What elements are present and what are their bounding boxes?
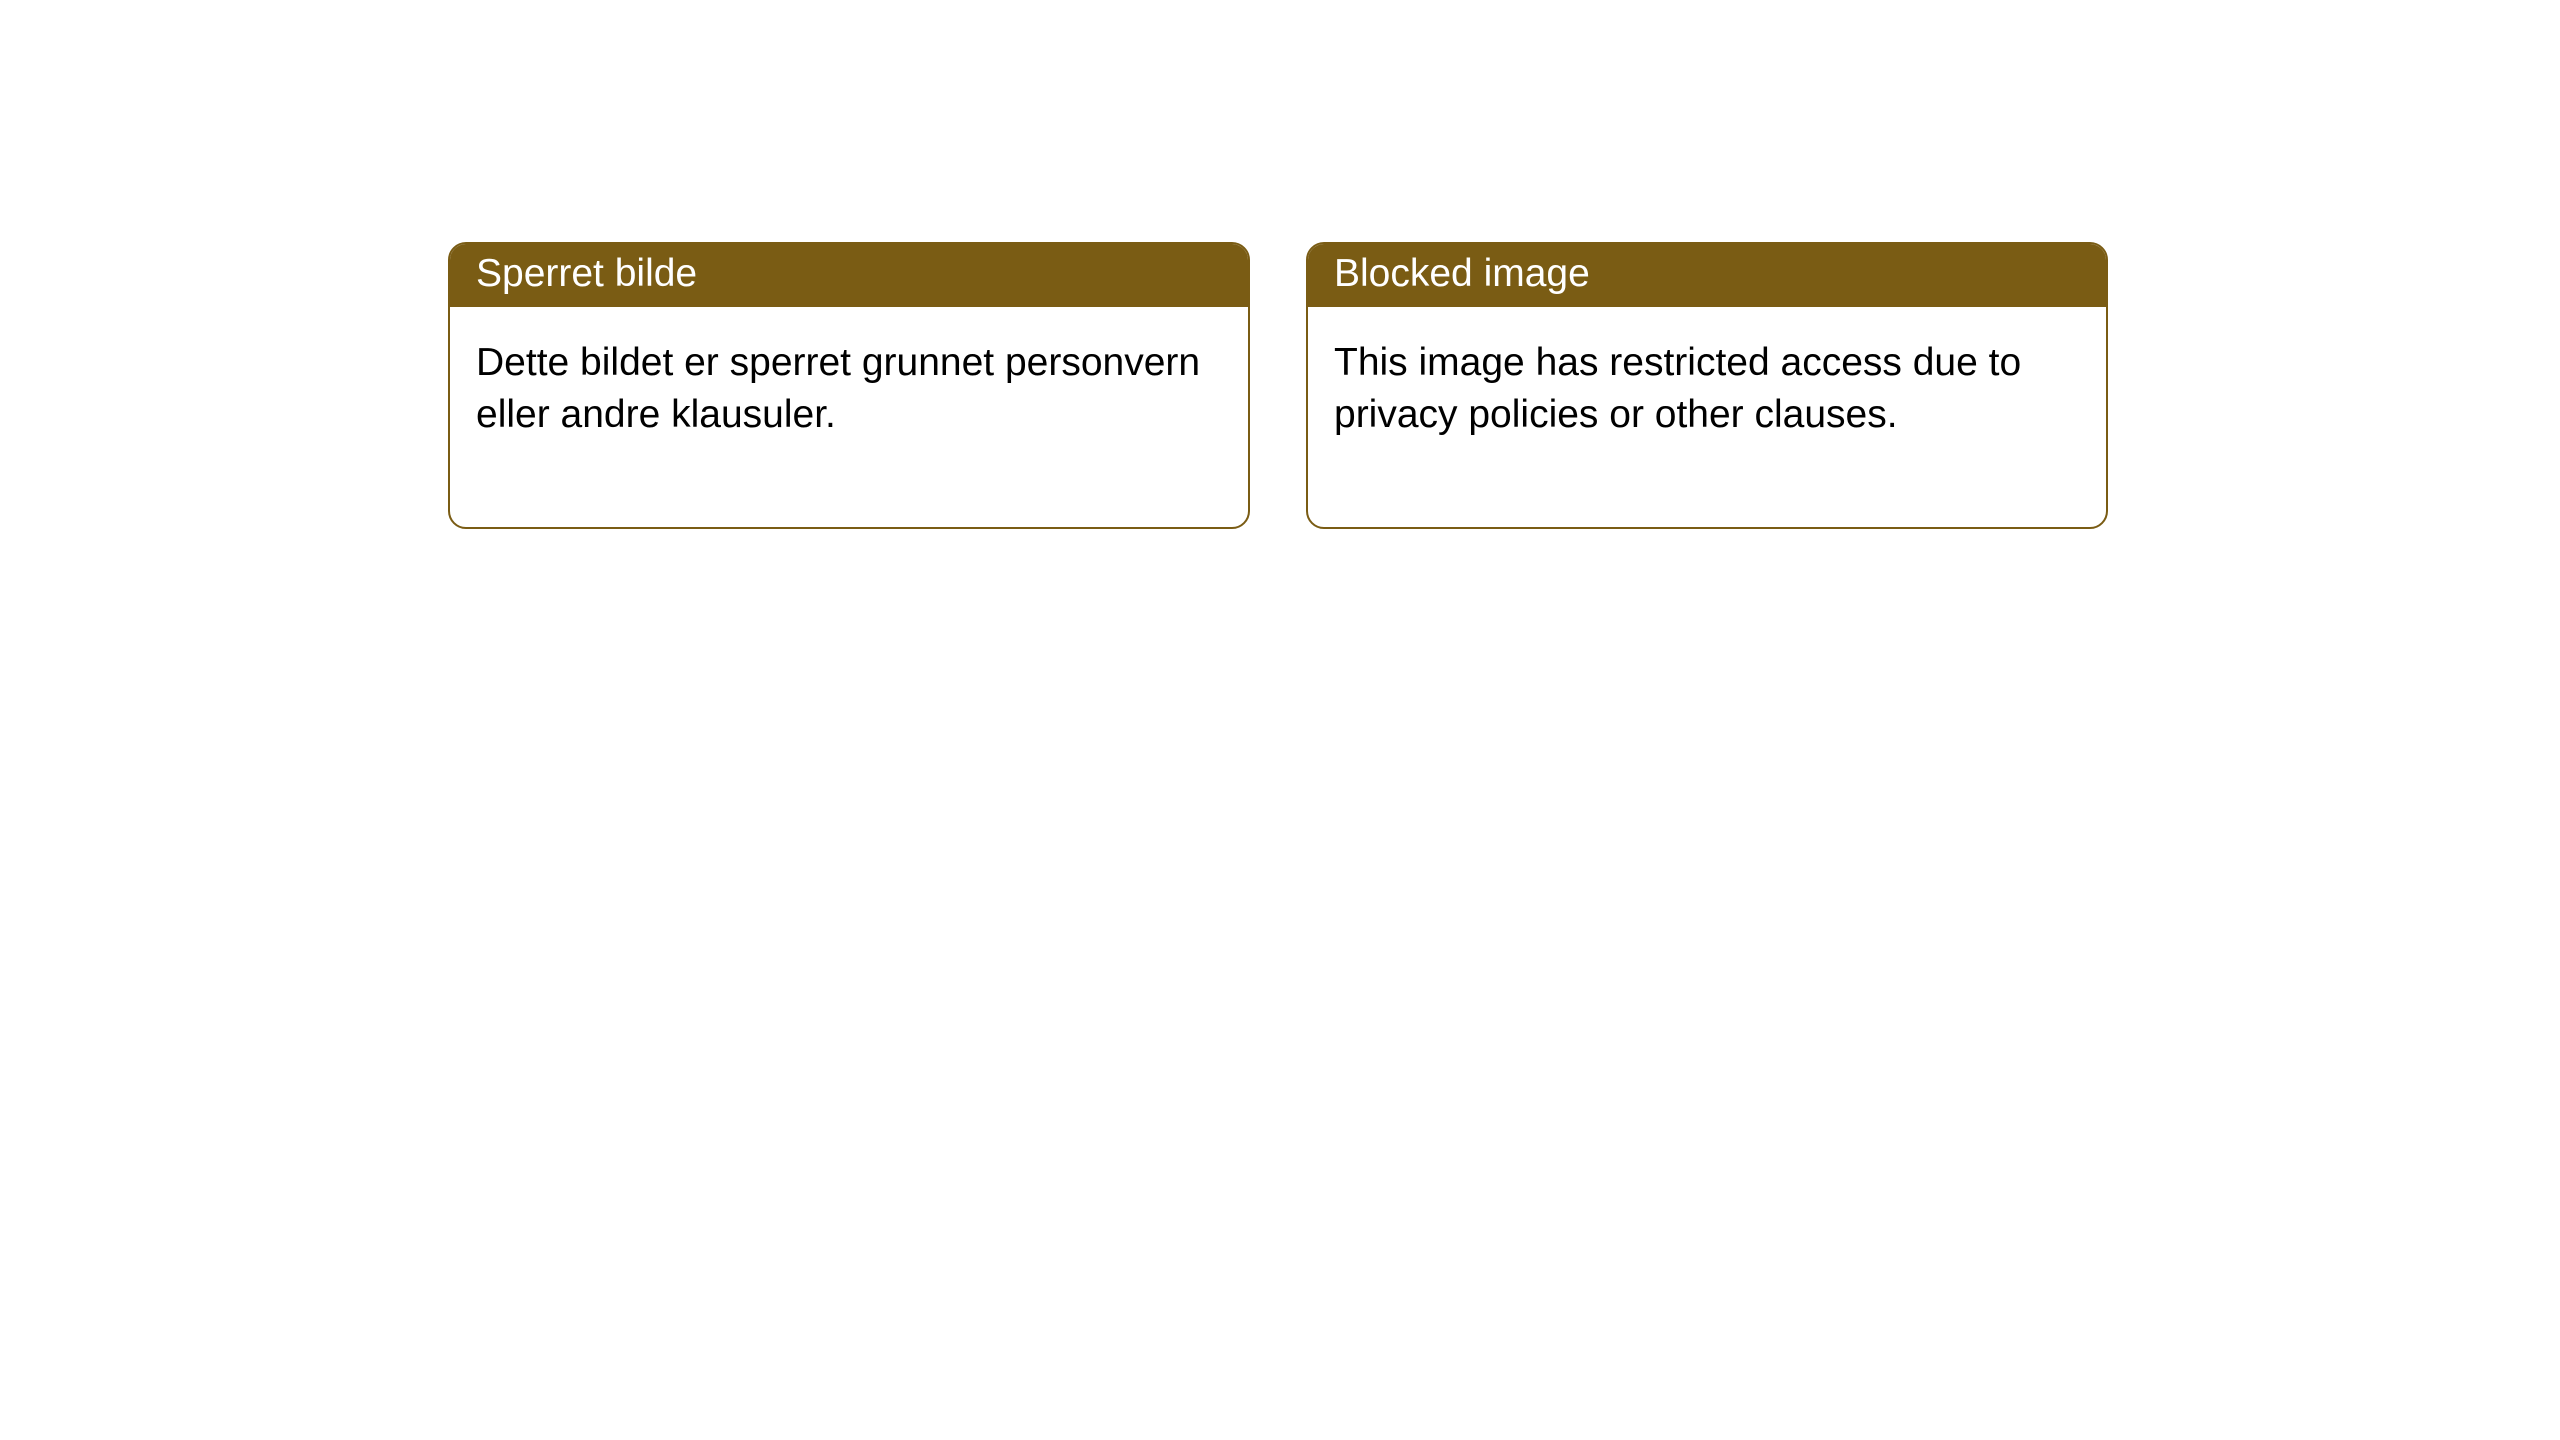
notice-body-english: This image has restricted access due to … xyxy=(1308,307,2106,527)
notice-container: Sperret bilde Dette bildet er sperret gr… xyxy=(448,242,2108,529)
notice-header-english: Blocked image xyxy=(1308,244,2106,307)
notice-box-norwegian: Sperret bilde Dette bildet er sperret gr… xyxy=(448,242,1250,529)
notice-body-norwegian: Dette bildet er sperret grunnet personve… xyxy=(450,307,1248,527)
notice-header-norwegian: Sperret bilde xyxy=(450,244,1248,307)
notice-box-english: Blocked image This image has restricted … xyxy=(1306,242,2108,529)
